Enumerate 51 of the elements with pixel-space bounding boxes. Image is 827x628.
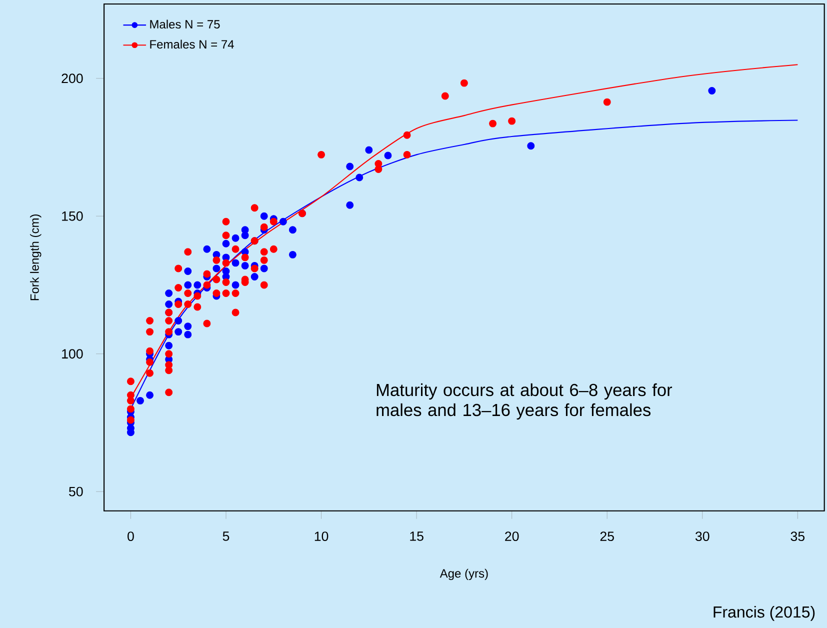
point bbox=[184, 267, 192, 275]
point bbox=[203, 245, 211, 253]
x-tick-label: 25 bbox=[600, 531, 614, 541]
point bbox=[184, 330, 192, 338]
text: Francis (2015) bbox=[714, 606, 815, 621]
point bbox=[194, 281, 202, 289]
point bbox=[241, 226, 249, 234]
point bbox=[232, 234, 240, 242]
x-tick-label: 20 bbox=[505, 531, 519, 541]
point bbox=[184, 281, 192, 289]
x-tick-label: 30 bbox=[695, 531, 710, 541]
point bbox=[384, 152, 392, 160]
y-tick-label: 50 bbox=[69, 486, 83, 496]
x-axis-title: Age (yrs) bbox=[440, 568, 488, 580]
point bbox=[260, 264, 268, 272]
x-tick-label: 15 bbox=[410, 531, 424, 541]
point bbox=[136, 396, 144, 404]
x-tick-label: 10 bbox=[314, 531, 328, 541]
x-tick-label: 5 bbox=[222, 531, 230, 541]
point bbox=[165, 289, 173, 297]
y-tick-label: 200 bbox=[62, 74, 83, 83]
point bbox=[222, 240, 230, 248]
point bbox=[356, 174, 364, 182]
point bbox=[288, 250, 296, 258]
point bbox=[174, 328, 182, 336]
point bbox=[288, 226, 296, 234]
point bbox=[241, 262, 249, 270]
point bbox=[184, 322, 192, 330]
y-tick-label: 150 bbox=[62, 211, 83, 221]
point bbox=[165, 300, 173, 308]
point bbox=[708, 86, 716, 94]
point bbox=[346, 201, 354, 209]
x-tick-label: 0 bbox=[128, 531, 134, 541]
annotation: Maturity occurs at about 6–8 years for males and 13–16 years for females bbox=[376, 383, 672, 420]
point bbox=[165, 342, 173, 350]
y-tick-label: 100 bbox=[62, 349, 83, 358]
point bbox=[232, 259, 240, 267]
point bbox=[232, 281, 240, 289]
point bbox=[146, 391, 154, 399]
legend-label: Males N = 75 bbox=[150, 20, 220, 28]
point bbox=[346, 162, 354, 170]
y-axis-title: Fork length (cm) bbox=[30, 214, 42, 300]
x-tick-label: 35 bbox=[790, 531, 805, 541]
point bbox=[212, 264, 220, 272]
point bbox=[279, 218, 287, 226]
point bbox=[365, 146, 373, 154]
point bbox=[260, 212, 268, 220]
legend-label: Females N = 74 bbox=[150, 40, 234, 48]
point bbox=[174, 316, 182, 324]
point bbox=[250, 272, 258, 280]
point bbox=[527, 142, 535, 150]
